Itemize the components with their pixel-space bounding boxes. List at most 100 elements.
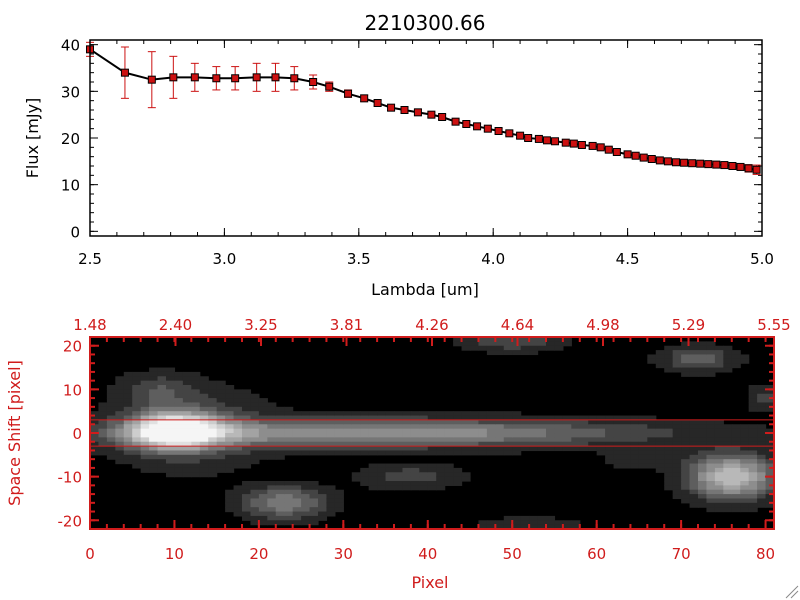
heatmap-cell <box>740 450 750 456</box>
heatmap-cell <box>664 450 674 456</box>
heatmap-cell <box>182 411 192 417</box>
heatmap-cell <box>123 454 133 460</box>
heatmap-cell <box>292 419 302 425</box>
heatmap-cell <box>166 463 176 469</box>
heatmap-cell <box>301 450 311 456</box>
heatmap-cell <box>250 515 260 521</box>
heatmap-cell <box>461 419 471 425</box>
heatmap-cell <box>166 389 176 395</box>
heatmap-cell <box>672 463 682 469</box>
heatmap-cell <box>360 437 370 443</box>
heatmap-cell <box>115 428 125 434</box>
heatmap-cell <box>149 419 159 425</box>
heatmap-cell <box>140 424 150 430</box>
heatmap-cell <box>706 354 716 360</box>
heatmap-cell <box>765 441 775 447</box>
heatmap-cell <box>233 502 243 508</box>
heatmap-cell <box>309 511 319 517</box>
heatmap-cell <box>748 489 758 495</box>
heatmap-cell <box>698 358 708 364</box>
heatmap-cell <box>647 446 657 452</box>
heatmap-cell <box>706 454 716 460</box>
heatmap-cell <box>765 450 775 456</box>
heatmap-cell <box>731 481 741 486</box>
heatmap-cell <box>250 411 260 417</box>
heatmap-cell <box>132 463 142 469</box>
heatmap-cell <box>664 454 674 460</box>
heatmap-cell <box>242 498 252 504</box>
heatmap-cell <box>436 472 446 478</box>
heatmap-cell <box>698 463 708 469</box>
data-point <box>290 74 299 83</box>
heatmap-cell <box>672 494 682 500</box>
heatmap-cell <box>157 402 167 408</box>
heatmap-cell <box>166 406 176 412</box>
heatmap-cell <box>622 446 632 452</box>
heatmap-cell <box>343 433 353 438</box>
heatmap-cell <box>157 393 167 399</box>
heatmap-cell <box>453 467 463 473</box>
heatmap-cell <box>334 428 344 434</box>
heatmap-cell <box>149 428 159 434</box>
heatmap-cell <box>377 433 387 438</box>
heatmap-cell <box>486 433 496 438</box>
heatmap-cell <box>174 424 184 430</box>
heatmap-cell <box>275 411 285 417</box>
heatmap-cell <box>318 424 328 430</box>
heatmap-cell <box>149 367 159 373</box>
heatmap-cell <box>757 467 767 473</box>
heatmap-cell <box>157 428 167 434</box>
heatmap-cell <box>267 428 277 434</box>
heatmap-cell <box>698 437 708 443</box>
bottom-y-tick-label: 20 <box>63 338 82 356</box>
heatmap-cell <box>478 428 488 434</box>
heatmap-cell <box>368 485 378 491</box>
heatmap-cell <box>132 398 142 404</box>
resize-grip-icon[interactable] <box>785 585 799 599</box>
heatmap-cell <box>486 520 496 526</box>
heatmap-cell <box>613 446 623 452</box>
heatmap-cell <box>309 433 319 438</box>
heatmap-cell <box>351 476 361 482</box>
heatmap-cell <box>537 524 547 530</box>
heatmap-cell <box>301 428 311 434</box>
heatmap-cell <box>292 481 302 486</box>
heatmap-cell <box>698 433 708 438</box>
heatmap-cell <box>622 459 632 465</box>
heatmap-cell <box>174 467 184 473</box>
heatmap-cell <box>748 502 758 508</box>
heatmap-cell <box>706 467 716 473</box>
heatmap-cell <box>512 450 522 456</box>
heatmap-cell <box>647 424 657 430</box>
heatmap-cell <box>115 415 125 421</box>
heatmap-cell <box>216 450 226 456</box>
heatmap-cell <box>605 428 615 434</box>
heatmap-cell <box>444 419 454 425</box>
heatmap-cell <box>596 415 606 421</box>
heatmap-cell <box>706 358 716 364</box>
heatmap-cell <box>258 502 268 508</box>
heatmap-cell <box>495 350 505 356</box>
heatmap-cell <box>191 385 201 390</box>
heatmap-cell <box>250 481 260 486</box>
heatmap-cell <box>132 415 142 421</box>
heatmap-cell <box>486 350 496 356</box>
top-x-tick-label: 5.0 <box>750 250 774 268</box>
heatmap-cell <box>140 467 150 473</box>
heatmap-cell <box>275 419 285 425</box>
heatmap-cell <box>453 428 463 434</box>
heatmap-cell <box>140 441 150 447</box>
heatmap-cell <box>613 441 623 447</box>
heatmap-cell <box>664 476 674 482</box>
heatmap-cell <box>503 337 513 342</box>
heatmap-cell <box>258 489 268 495</box>
heatmap-cell <box>478 524 488 530</box>
heatmap-cell <box>140 411 150 417</box>
heatmap-cell <box>199 419 209 425</box>
heatmap-cell <box>630 419 640 425</box>
data-point <box>655 156 664 165</box>
heatmap-cell <box>453 437 463 443</box>
heatmap-cell <box>622 433 632 438</box>
heatmap-cell <box>199 454 209 460</box>
heatmap-cell <box>512 428 522 434</box>
